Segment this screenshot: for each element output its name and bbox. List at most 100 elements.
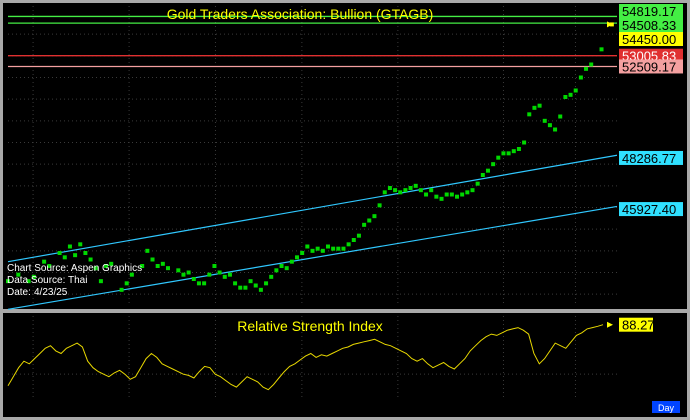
price-point — [424, 192, 429, 197]
source-line: 4/23/25 — [34, 287, 68, 298]
price-point — [212, 264, 217, 268]
price-tag — [619, 150, 683, 165]
price-tag — [619, 32, 683, 46]
price-point — [331, 246, 336, 251]
price-point — [356, 233, 361, 238]
price-point — [93, 266, 98, 271]
price-point — [238, 285, 243, 290]
price-point — [532, 105, 537, 110]
price-point — [429, 188, 434, 193]
month-label: Feb — [400, 399, 414, 408]
price-point — [227, 272, 232, 277]
price-tick-label: 43000.00 — [622, 266, 676, 281]
price-point — [547, 123, 552, 128]
current-price-arrow-icon — [607, 21, 613, 28]
price-point — [264, 281, 269, 286]
price-point — [26, 279, 31, 284]
price-point — [325, 244, 330, 249]
price-tick-label: 45000.00 — [622, 222, 676, 237]
price-point — [542, 118, 547, 123]
price-point — [6, 279, 10, 284]
price-point — [480, 173, 485, 177]
price-point — [62, 255, 67, 260]
price-point — [470, 188, 475, 193]
price-tag-label: 54819.17 — [622, 4, 676, 19]
price-tick-label: 51000.00 — [622, 92, 676, 107]
price-point — [351, 238, 356, 242]
price-point — [67, 244, 72, 249]
rsi-value-tag — [619, 317, 653, 332]
rsi-panel — [3, 313, 687, 417]
price-point — [83, 251, 88, 255]
price-point — [403, 188, 408, 193]
price-point — [155, 264, 160, 268]
price-point — [511, 149, 516, 154]
price-tag-label: 45927.40 — [622, 202, 676, 217]
price-point — [202, 281, 207, 286]
day-button-label: Day — [658, 403, 675, 413]
price-point — [289, 259, 294, 264]
source-line: Chart Source: Aspen Graphics — [7, 263, 142, 274]
price-point — [408, 186, 413, 190]
price-point — [57, 251, 62, 255]
price-point — [522, 140, 527, 145]
price-point — [491, 162, 496, 167]
source-line: Data Source: Thai — [7, 275, 87, 286]
price-point — [382, 190, 387, 195]
price-point — [88, 257, 93, 262]
price-point — [140, 264, 145, 268]
price-point — [145, 248, 150, 253]
price-point — [377, 203, 382, 208]
price-point — [150, 257, 155, 262]
month-label: Oct — [35, 399, 48, 408]
price-point — [191, 277, 196, 281]
price-point — [207, 272, 212, 277]
price-point — [109, 261, 114, 266]
price-point — [176, 268, 181, 273]
price-tag-label: 52509.17 — [622, 59, 676, 74]
price-point — [362, 222, 367, 227]
price-point — [413, 183, 418, 188]
price-point — [558, 114, 563, 119]
day-button[interactable] — [652, 401, 680, 413]
price-tag-label: 48286.77 — [622, 151, 676, 166]
rsi-value-label: 88.27 — [622, 318, 655, 333]
price-point — [181, 272, 186, 277]
price-point — [527, 112, 532, 117]
price-point — [485, 168, 490, 173]
price-point — [243, 285, 248, 290]
price-point — [31, 274, 36, 279]
price-point — [78, 242, 83, 247]
price-point — [589, 62, 594, 67]
price-point — [248, 279, 253, 284]
price-point — [119, 287, 124, 292]
price-point — [501, 151, 506, 156]
price-point — [129, 272, 134, 277]
price-tag-label: 54450.00 — [622, 32, 676, 47]
price-tag — [619, 48, 683, 63]
year-label: 2025 — [304, 407, 322, 416]
price-tick-label: 52000.00 — [622, 71, 676, 86]
price-tick-label: 47000.00 — [622, 179, 676, 194]
price-point — [573, 88, 578, 93]
price-point — [584, 66, 589, 71]
price-point — [460, 192, 465, 197]
price-point — [42, 259, 47, 264]
price-point — [305, 244, 310, 249]
price-tag — [619, 18, 683, 32]
rsi-arrow-icon — [607, 321, 613, 328]
price-point — [449, 192, 454, 197]
price-point — [196, 281, 201, 286]
price-point — [104, 264, 109, 268]
price-point — [563, 95, 568, 99]
price-point — [73, 253, 78, 258]
price-point — [455, 194, 460, 199]
price-point — [186, 270, 191, 275]
price-point — [16, 272, 21, 277]
price-tick-label: 50000.00 — [622, 114, 676, 129]
price-tick-label: 42000.00 — [622, 287, 676, 302]
price-point — [372, 214, 377, 219]
price-tag — [619, 202, 683, 217]
